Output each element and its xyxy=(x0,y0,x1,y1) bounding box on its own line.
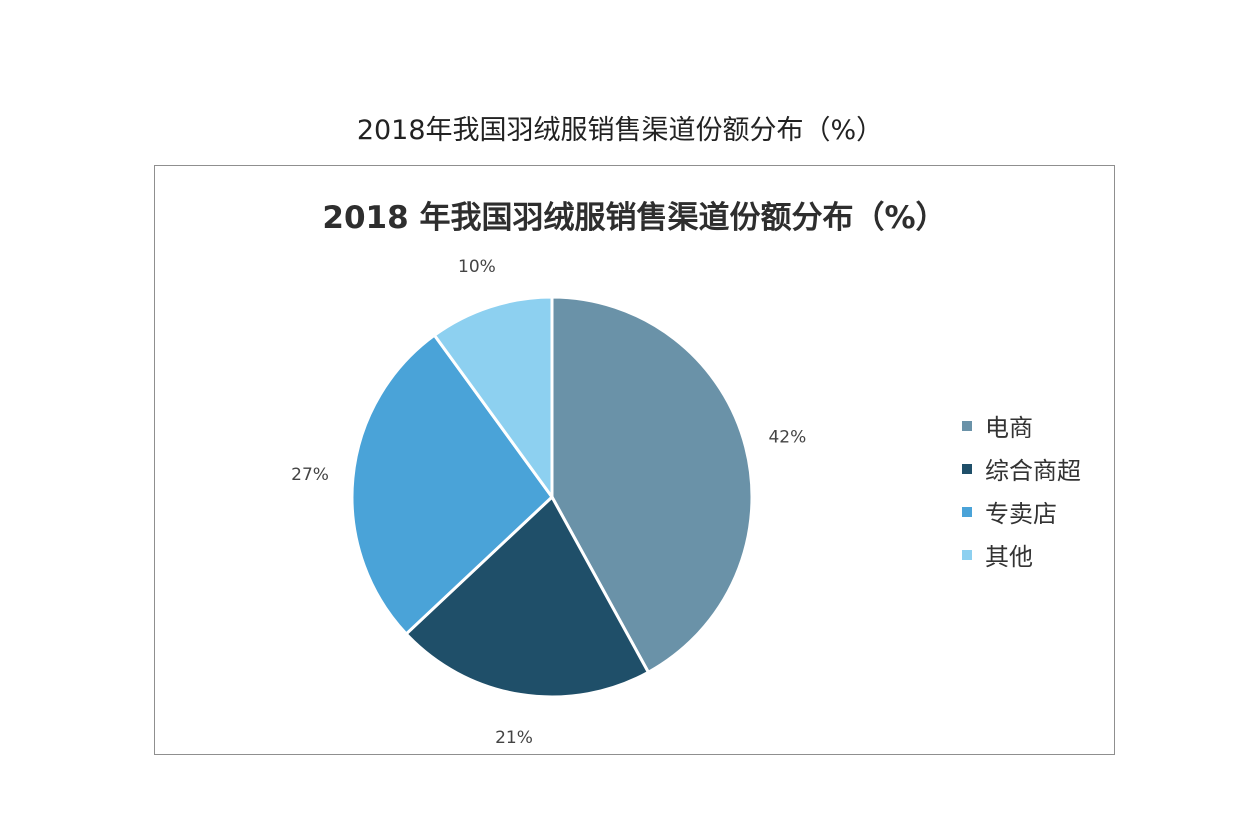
legend-swatch xyxy=(962,506,972,517)
chart-frame: 2018 年我国羽绒服销售渠道份额分布（%） 42% 21% 27% 10% 电商综合… xyxy=(154,165,1115,755)
pie-slice-3 xyxy=(350,333,554,637)
data-label-4: 10% xyxy=(458,257,496,277)
pie-chart: 42% 21% 27% 10% xyxy=(291,257,806,748)
data-label-1: 42% xyxy=(768,428,806,448)
legend-item-3: 专卖店 xyxy=(962,490,1081,533)
legend-label: 专卖店 xyxy=(985,500,1057,528)
legend-swatch xyxy=(962,463,972,474)
legend-item-1: 电商 xyxy=(962,404,1081,447)
data-label-2: 21% xyxy=(495,728,533,748)
legend-label: 电商 xyxy=(985,414,1033,442)
legend-label: 综合商超 xyxy=(985,457,1081,485)
page-caption: 2018年我国羽绒服销售渠道份额分布（%） xyxy=(356,115,884,146)
data-label-3: 27% xyxy=(291,465,329,485)
legend-swatch xyxy=(962,420,972,431)
chart-title: 2018 年我国羽绒服销售渠道份额分布（%） xyxy=(322,200,947,236)
legend-label: 其他 xyxy=(985,543,1033,571)
pie-slice-1 xyxy=(550,295,754,675)
chart-legend: 电商综合商超专卖店其他 xyxy=(962,404,1081,576)
pie-slice-4 xyxy=(432,295,554,502)
legend-swatch xyxy=(962,549,972,560)
legend-item-4: 其他 xyxy=(962,533,1081,576)
pie-slice-2 xyxy=(404,494,651,699)
legend-item-2: 综合商超 xyxy=(962,447,1081,490)
